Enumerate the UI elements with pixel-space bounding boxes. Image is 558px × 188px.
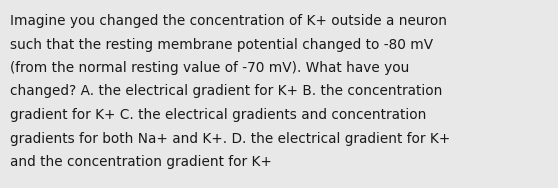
Text: (from the normal resting value of -70 mV). What have you: (from the normal resting value of -70 mV… [10, 61, 409, 75]
Text: gradients for both Na+ and K+. D. the electrical gradient for K+: gradients for both Na+ and K+. D. the el… [10, 131, 450, 146]
Text: and the concentration gradient for K+: and the concentration gradient for K+ [10, 155, 272, 169]
Text: such that the resting membrane potential changed to -80 mV: such that the resting membrane potential… [10, 37, 433, 52]
Text: Imagine you changed the concentration of K+ outside a neuron: Imagine you changed the concentration of… [10, 14, 447, 28]
Text: changed? A. the electrical gradient for K+ B. the concentration: changed? A. the electrical gradient for … [10, 84, 442, 99]
Text: gradient for K+ C. the electrical gradients and concentration: gradient for K+ C. the electrical gradie… [10, 108, 426, 122]
